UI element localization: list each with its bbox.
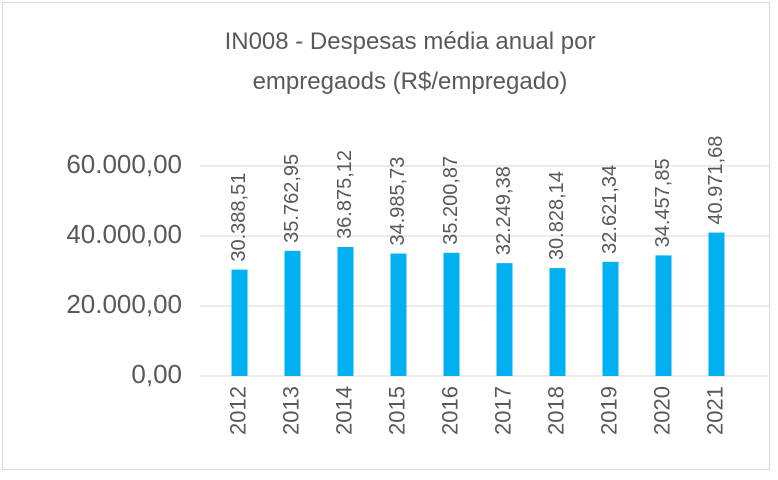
value-label: 34.985,73 [387,157,409,246]
value-label: 34.457,85 [652,158,674,247]
bar [496,263,513,376]
x-tick-label: 2021 [702,386,727,435]
bar [390,253,407,376]
bar [337,246,354,376]
y-tick-label: 0,00 [131,359,182,389]
x-tick-label: 2020 [649,386,674,435]
x-tick-label: 2014 [331,386,356,435]
bar [655,255,672,376]
x-tick-label: 2016 [437,386,462,435]
x-tick-label: 2013 [278,386,303,435]
x-tick-label: 2012 [225,386,250,435]
bar [549,268,566,376]
bar [284,250,301,376]
value-label: 30.828,14 [546,171,568,260]
y-tick-label: 60.000,00 [66,149,182,179]
value-label: 35.200,87 [440,156,462,245]
value-label: 32.621,34 [599,165,621,254]
bar [231,269,248,376]
value-label: 40.971,68 [705,136,727,225]
x-tick-label: 2017 [490,386,515,435]
y-tick-label: 40.000,00 [66,219,182,249]
y-tick-label: 20.000,00 [66,289,182,319]
x-tick-label: 2015 [384,386,409,435]
value-label: 32.249,38 [493,166,515,255]
bar [602,261,619,376]
chart-title: IN008 - Despesas média anual por emprega… [224,28,596,95]
bar [443,252,460,376]
x-tick-label: 2019 [596,386,621,435]
value-label: 35.762,95 [281,154,303,243]
x-tick-label: 2018 [543,386,568,435]
value-label: 36.875,12 [334,150,356,239]
value-label: 30.388,51 [228,173,250,262]
bar [708,232,725,376]
